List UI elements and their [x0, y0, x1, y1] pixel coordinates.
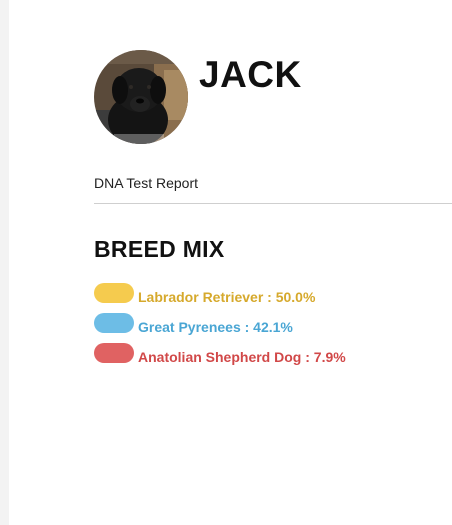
- dog-photo-icon: [94, 50, 188, 144]
- breed-item: Labrador Retriever : 50.0%: [94, 282, 346, 305]
- breed-mix-title: BREED MIX: [94, 236, 225, 262]
- breed-label: Anatolian Shepherd Dog : 7.9%: [138, 349, 346, 365]
- breed-label: Great Pyrenees : 42.1%: [138, 319, 293, 335]
- dog-name-title: JACK: [199, 54, 302, 95]
- left-edge: [0, 0, 9, 525]
- avatar: [94, 50, 188, 144]
- breed-list: Labrador Retriever : 50.0% Great Pyrenee…: [94, 282, 346, 372]
- report-label: DNA Test Report: [94, 175, 199, 191]
- breed-label: Labrador Retriever : 50.0%: [138, 289, 316, 305]
- breed-color-swatch: [94, 343, 134, 363]
- divider: [94, 203, 452, 204]
- breed-item: Anatolian Shepherd Dog : 7.9%: [94, 342, 346, 365]
- breed-color-swatch: [94, 283, 134, 303]
- breed-color-swatch: [94, 313, 134, 333]
- breed-item: Great Pyrenees : 42.1%: [94, 312, 346, 335]
